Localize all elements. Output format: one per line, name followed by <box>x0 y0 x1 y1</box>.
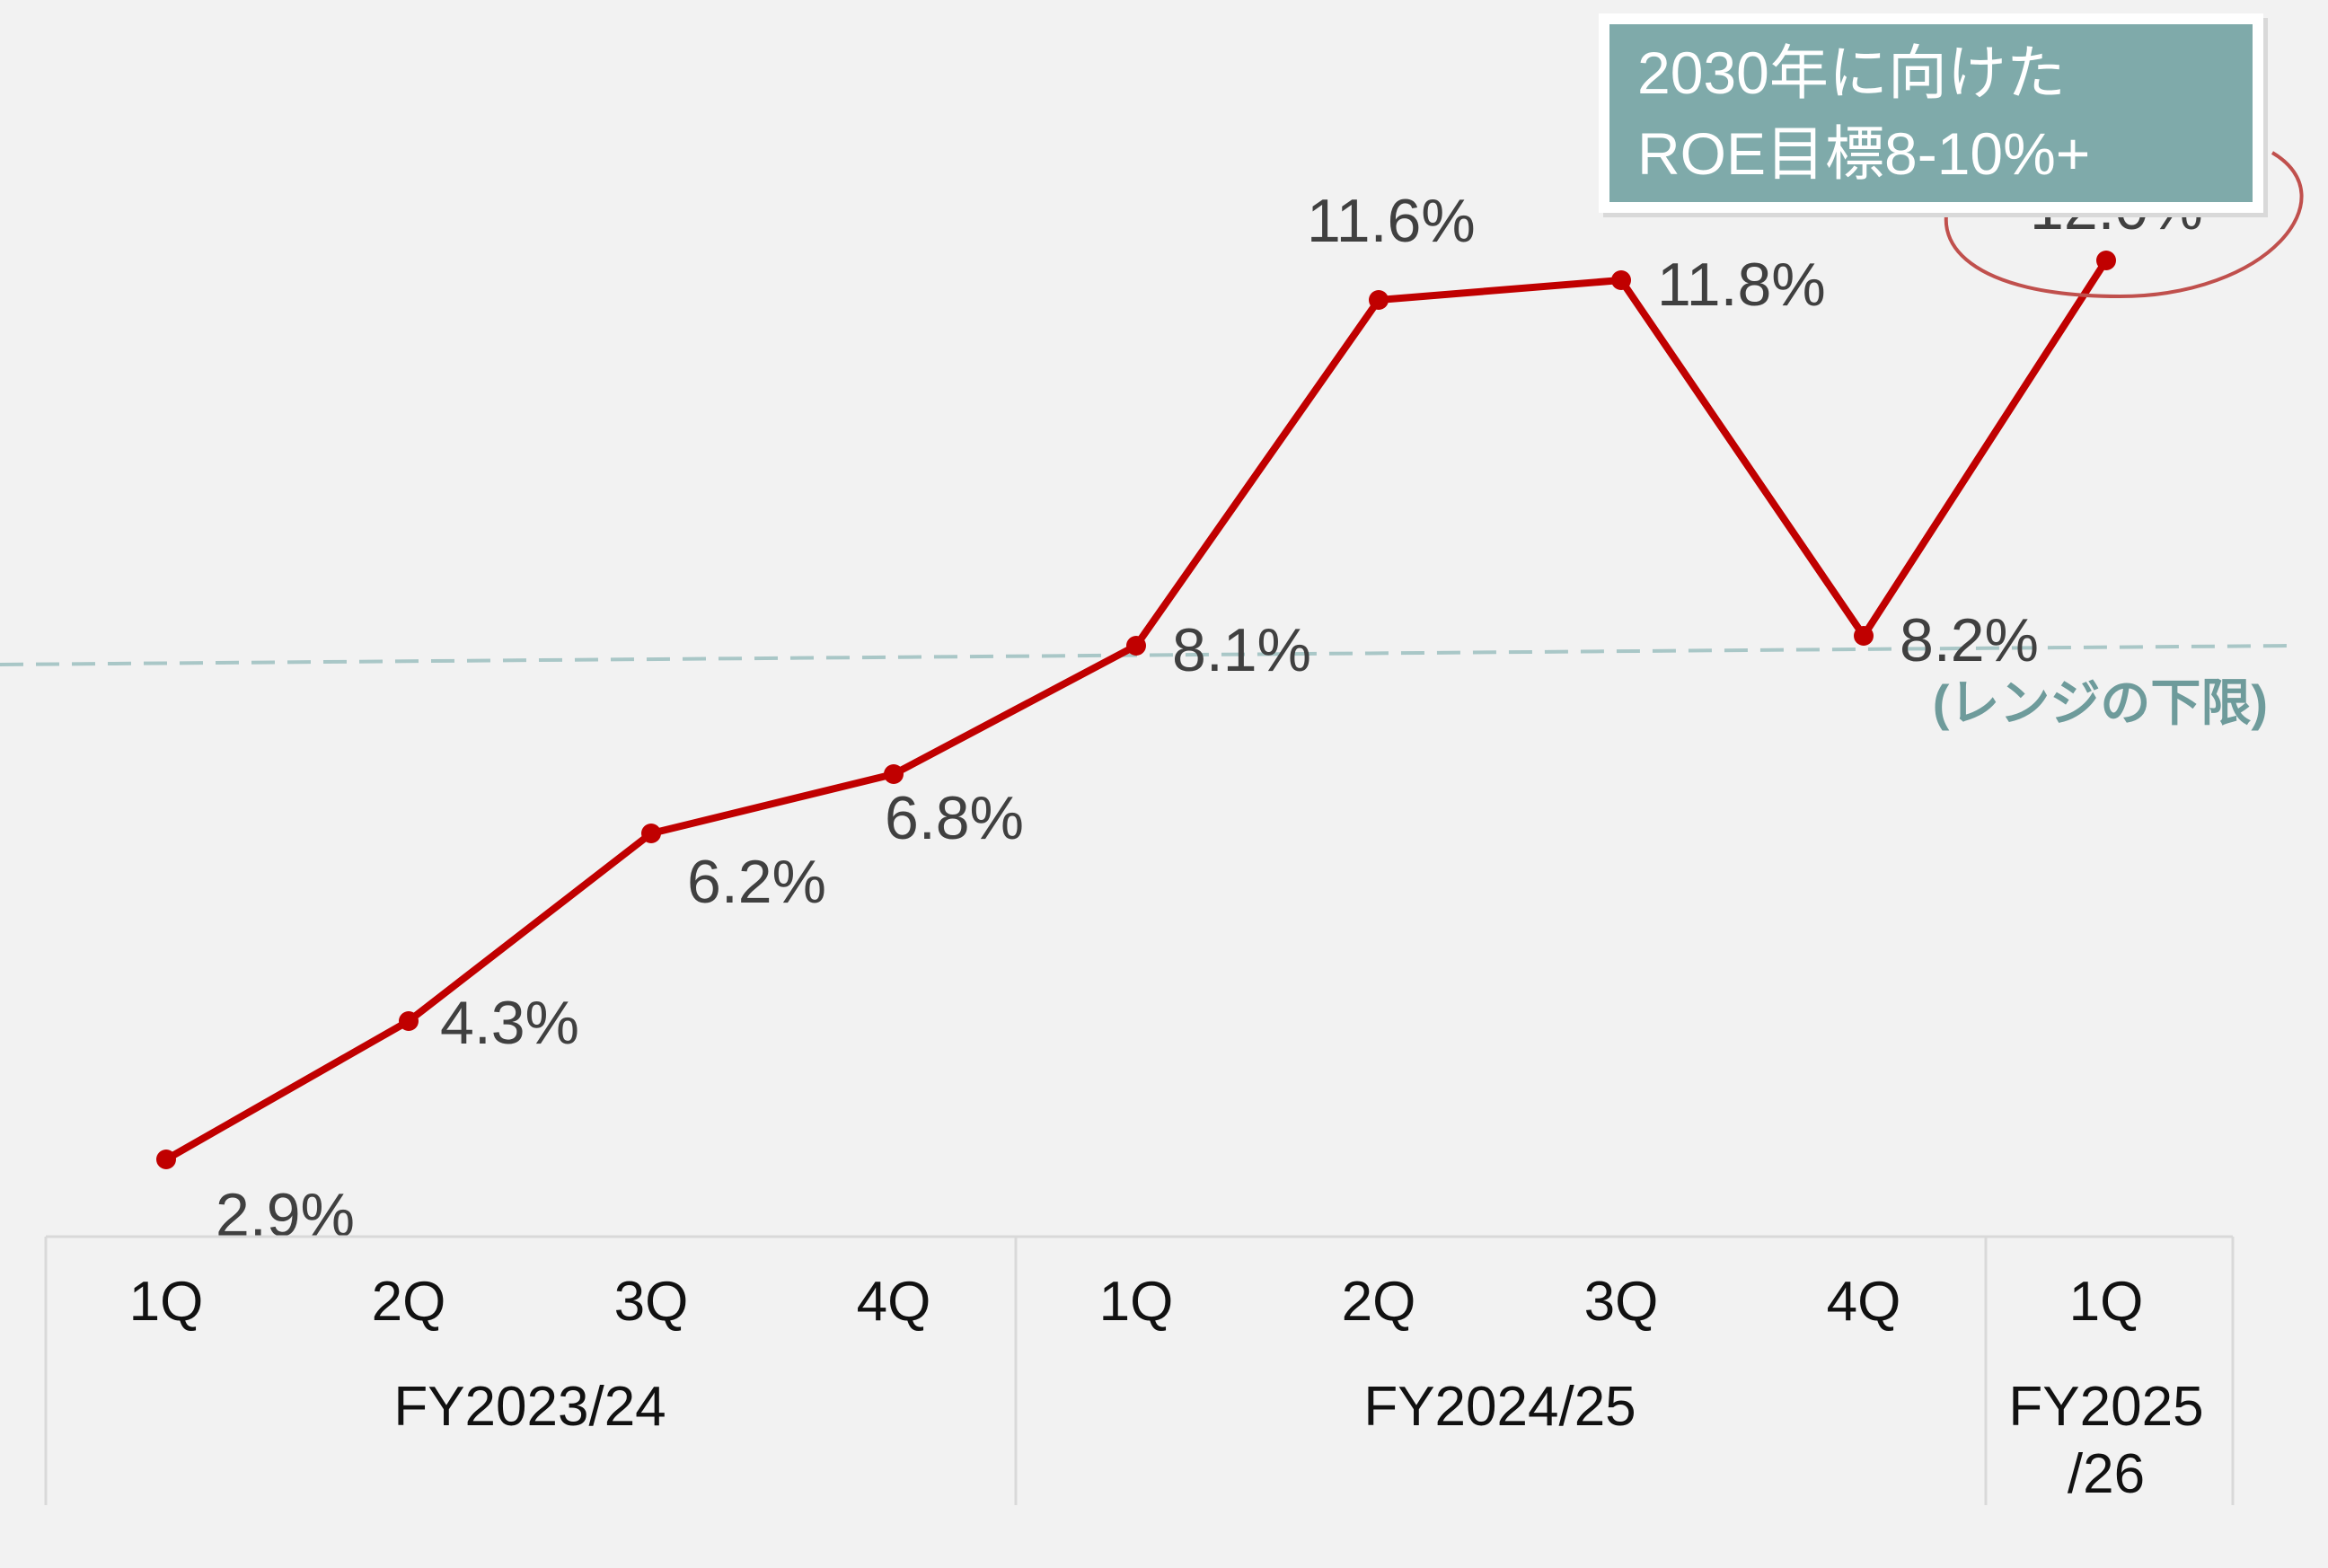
tick-label-9: 1Q <box>2069 1271 2144 1333</box>
data-point-2 <box>399 1011 419 1031</box>
fiscal-year-labels: FY2023/24 FY2024/25 FY2025/26 <box>393 1376 2203 1505</box>
tick-label-4: 4Q <box>857 1271 931 1333</box>
target-box-line-1: 2030年に向けた <box>1637 40 2066 106</box>
reference-line-lower-bound <box>0 644 2291 666</box>
data-label-5: 8.1% <box>1172 616 1311 684</box>
data-point-1 <box>156 1150 176 1169</box>
fiscal-year-label-3-line-1: FY2025 <box>2008 1376 2203 1438</box>
series-roe <box>156 251 2116 1169</box>
tick-label-6: 2Q <box>1342 1271 1416 1333</box>
fiscal-year-label-2: FY2024/25 <box>1363 1376 1636 1438</box>
reference-line-label: (レンジの下限) <box>1933 674 2268 731</box>
target-callout: 2030年に向けた ROE目標8-10%+ <box>1599 13 2268 217</box>
quarter-tick-labels: 1Q 2Q 3Q 4Q 1Q 2Q 3Q 4Q 1Q <box>129 1271 2144 1333</box>
data-label-7: 11.8% <box>1657 251 1826 319</box>
category-axis-table <box>44 1235 2235 1505</box>
data-point-6 <box>1369 290 1389 310</box>
data-point-3 <box>641 824 661 843</box>
fiscal-year-label-3-line-2: /26 <box>2068 1443 2145 1505</box>
data-label-3: 6.2% <box>687 848 826 916</box>
tick-label-1: 1Q <box>129 1271 204 1333</box>
tick-label-7: 3Q <box>1584 1271 1659 1333</box>
target-box <box>1609 24 2253 202</box>
data-point-7 <box>1611 270 1631 290</box>
fiscal-year-label-1: FY2023/24 <box>393 1376 666 1438</box>
tick-label-8: 4Q <box>1827 1271 1901 1333</box>
data-point-8 <box>1854 626 1874 646</box>
tick-label-3: 3Q <box>614 1271 689 1333</box>
data-label-8: 8.2% <box>1900 606 2039 674</box>
data-label-4: 6.8% <box>885 784 1024 852</box>
data-label-6: 11.6% <box>1307 187 1476 255</box>
target-box-line-2: ROE目標8-10%+ <box>1637 120 2090 187</box>
data-point-4 <box>884 764 904 784</box>
data-label-1: 2.9% <box>216 1181 355 1249</box>
data-point-5 <box>1126 636 1146 656</box>
data-point-9 <box>2096 251 2116 270</box>
tick-label-5: 1Q <box>1099 1271 1174 1333</box>
tick-label-2: 2Q <box>372 1271 446 1333</box>
data-label-2: 4.3% <box>440 989 579 1057</box>
